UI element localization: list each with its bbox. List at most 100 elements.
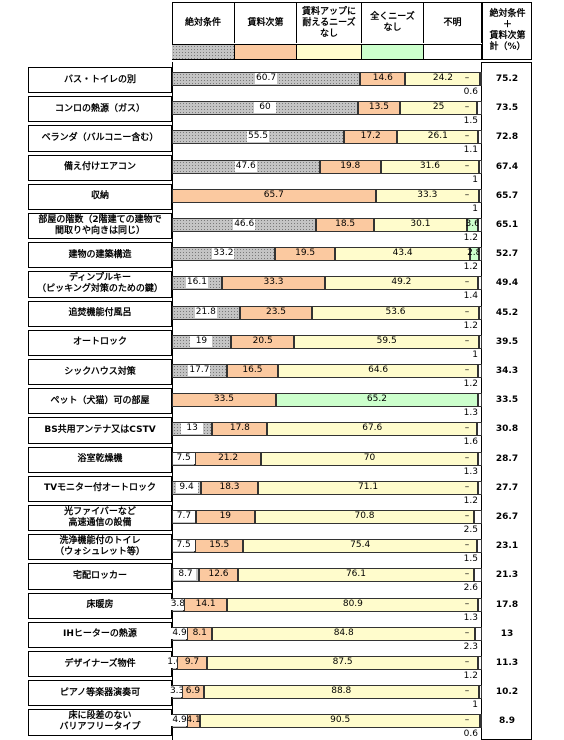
row-label: コンロの熱源（ガス） [28,96,172,123]
value-label: – [464,365,470,375]
value-label: – [464,189,470,200]
value-label: 17.7 [188,365,211,376]
value-label: 31.6 [419,160,440,171]
bar-segment [325,276,478,291]
bar-segment [397,130,479,145]
value-label: 16.5 [242,365,263,375]
bar-segment [477,101,482,116]
value-label: – [464,306,470,317]
value-label: 7.5 [172,540,195,552]
value-label: 43.4 [392,248,413,259]
value-label: 4.1 [186,715,201,726]
value-label: 1.3 [463,408,478,419]
bar-segment [172,393,276,408]
value-label: 67.6 [362,423,383,434]
bar-segment [477,451,482,466]
value-label: 33.5 [213,394,234,405]
legend-swatch [172,44,235,59]
total-header: 絶対条件 ＋ 賃料次第 計（%） [482,3,532,59]
bar-segment [275,393,478,408]
total-value: 65.7 [495,190,519,201]
value-label: 1.3 [463,612,478,623]
row-label: 床暖房 [28,592,172,619]
bar-segment [478,480,482,495]
value-label: – [464,686,470,697]
row-label: BS共用アンテナ又はCSTV [28,417,172,444]
bar-segment [182,685,204,700]
bar-segment [478,305,483,320]
bar-segment [478,364,482,378]
total-value: 45.2 [495,307,519,318]
value-label: 19.5 [295,248,316,259]
row-label: 浴室乾燥機 [28,446,172,473]
row-label: ペット（犬猫）可の部屋 [28,388,172,415]
value-label: 1 [472,349,478,360]
value-label: 1.1 [463,145,478,156]
value-label: – [464,277,470,288]
value-label: 1.2 [463,495,478,506]
bar-segment [478,247,483,262]
value-label: 2.6 [463,583,478,594]
value-label: 4.9 [168,715,191,727]
bar-segment [172,188,376,203]
total-value: 67.4 [495,161,519,172]
value-label: 18.3 [219,481,240,492]
row-label: 建物の建築構造 [28,242,172,269]
bar-segment [187,714,200,729]
value-label: 87.5 [332,657,353,667]
value-label: – [464,423,470,434]
bar-segment [260,451,478,466]
bar-segment [480,714,483,729]
value-label: 30.1 [410,219,431,229]
total-value: 65.1 [495,220,519,230]
value-label: – [464,627,470,638]
header-frame [172,2,532,60]
legend-label: 全くニーズ なし [362,3,424,43]
bar-segment [478,130,482,145]
bar-segment [344,130,398,145]
value-label: 1.2 [463,233,478,243]
row-label: 追焚機能付風呂 [28,300,172,327]
value-label: 1.2 [463,379,478,389]
total-value: 13 [500,628,514,639]
bar-segment [478,597,483,612]
value-label: 14.6 [372,73,393,83]
value-label: 8.1 [192,627,207,638]
bar-segment [195,510,255,524]
value-label: 70 [363,452,376,463]
value-label: 18.5 [335,219,356,229]
total-value: 39.5 [495,336,519,347]
value-label: 71.1 [358,481,379,492]
value-label: 47.6 [234,160,257,172]
bar-segment [477,539,482,554]
value-label: – [464,102,470,113]
bar-segment [257,480,479,495]
bar-segment [478,188,482,203]
value-label: 1.6 [463,437,478,448]
value-label: – [464,569,470,580]
total-value: 73.5 [495,103,519,114]
bar-segment [478,159,482,174]
value-label: – [464,131,470,142]
bar-segment [183,597,228,612]
value-label: 1.2 [463,320,478,331]
value-label: – [464,73,470,83]
value-label: 70.8 [354,511,375,521]
value-label: 53.6 [385,306,406,317]
value-label: 25 [432,102,445,113]
bar-segment [380,159,479,174]
bar-segment [360,72,406,86]
value-label: 33.3 [417,189,438,200]
legend-swatch [424,44,482,59]
value-label: 1 [472,203,478,214]
bar-segment [478,218,482,232]
value-label: 12.6 [208,569,229,580]
value-label: – [464,657,470,667]
value-label: 3.3 [166,686,189,698]
value-label: 49.2 [391,277,412,288]
value-label: 7.5 [172,452,195,464]
value-label: 14.1 [195,598,216,609]
value-label: 23.5 [265,306,287,317]
row-label: ディンプルキー （ピッキング対策のための鍵） [28,271,172,298]
